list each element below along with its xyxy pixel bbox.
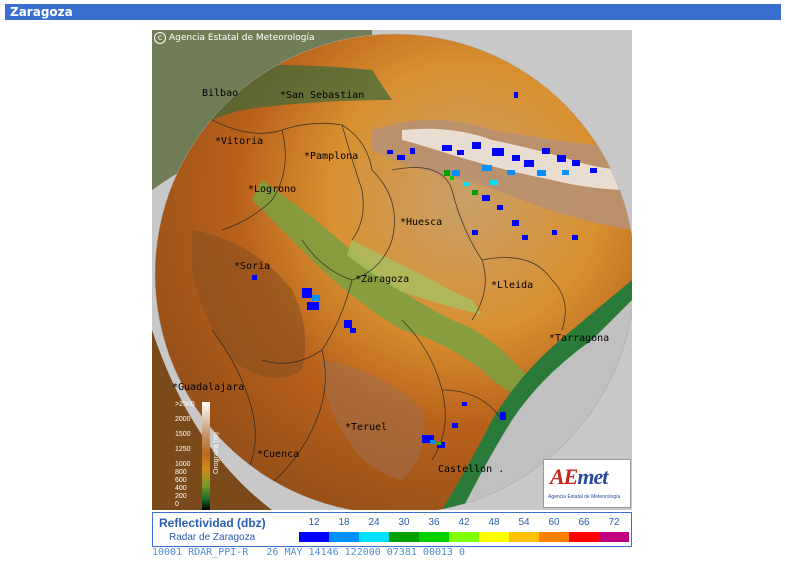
legend-level-label: 42 (458, 517, 470, 528)
city-label-guadalajara: *Guadalajara (172, 382, 245, 393)
reflectivity-legend: Reflectividad (dbz) Radar de Zaragoza 12… (152, 512, 632, 547)
legend-level-label: 30 (398, 517, 410, 528)
logo-subtitle: Agencia Estatal de Meteorología (548, 494, 621, 500)
radar-map: c Agencia Estatal de Meteorología Bilbao… (152, 30, 632, 510)
legend-level-label: 66 (578, 517, 590, 528)
city-label-san-sebastian: *San Sebastian (280, 90, 365, 101)
page-title: Zaragoza (10, 5, 73, 19)
orography-tick: 1500 (175, 431, 191, 438)
legend-title: Reflectividad (dbz) (159, 516, 266, 530)
legend-swatch (479, 532, 509, 542)
city-label-bilbao: Bilbao (202, 88, 239, 99)
orography-tick: 1250 (175, 446, 191, 453)
copyright-icon: c (154, 32, 166, 44)
radar-echoes (252, 92, 597, 448)
legend-level-label: 12 (308, 517, 320, 528)
legend-level-label: 18 (338, 517, 350, 528)
logo-wordmark: AEmet (550, 464, 608, 489)
city-label-pamplona: *Pamplona (304, 151, 359, 162)
map-graphic (152, 30, 632, 510)
legend-swatch (509, 532, 539, 542)
copyright-text: Agencia Estatal de Meteorología (169, 33, 315, 43)
legend-swatch (539, 532, 569, 542)
city-label-logrono: *Logrono (248, 184, 297, 195)
legend-swatch (329, 532, 359, 542)
orography-tick: 600 (175, 477, 187, 484)
legend-level-label: 36 (428, 517, 440, 528)
legend-level-label: 60 (548, 517, 560, 528)
legend-swatch (299, 532, 329, 542)
copyright-notice: c Agencia Estatal de Meteorología (154, 32, 315, 44)
title-bar: Zaragoza (5, 4, 781, 20)
legend-swatch (359, 532, 389, 542)
city-label-soria: *Soria (234, 261, 271, 272)
legend-swatch (599, 532, 629, 542)
legend-level-label: 24 (368, 517, 380, 528)
orography-tick: 200 (175, 493, 187, 500)
orography-tick: 1000 (175, 461, 191, 468)
legend-swatch (569, 532, 599, 542)
orography-unit: Orografía (m) (213, 432, 220, 475)
orography-tick: 800 (175, 469, 187, 476)
city-label-zaragoza: *Zaragoza (355, 274, 410, 285)
legend-level-label: 54 (518, 517, 530, 528)
orography-tick: 400 (175, 485, 187, 492)
orography-colorbar (202, 402, 210, 510)
city-label-vitoria: *Vitoria (215, 136, 264, 147)
city-label-cuenca: *Cuenca (257, 449, 300, 460)
orography-tick: >2500 (175, 401, 195, 408)
legend-scale: 12 18 24 30 36 42 48 54 60 66 72 (299, 517, 629, 543)
city-label-teruel: *Teruel (345, 422, 388, 433)
legend-swatch (419, 532, 449, 542)
city-label-huesca: *Huesca (400, 217, 443, 228)
aemet-logo: AEmet Agencia Estatal de Meteorología (543, 459, 631, 508)
province-borders (211, 119, 566, 491)
status-line: 10001 RDAR_PPI-R 26 MAY 14146 122000 073… (152, 547, 632, 559)
orography-tick: 0 (175, 501, 179, 508)
city-label-tarragona: *Tarragona (549, 333, 610, 344)
legend-swatch (389, 532, 419, 542)
city-label-lleida: *Lleida (491, 280, 534, 291)
legend-swatch (449, 532, 479, 542)
city-label-castellon: Castellon . (438, 464, 505, 475)
orography-scale: >2500 2000 1500 1250 1000 800 600 400 20… (175, 401, 225, 510)
orography-tick: 2000 (175, 416, 191, 423)
legend-level-label: 48 (488, 517, 500, 528)
legend-level-label: 72 (608, 517, 620, 528)
legend-subtitle: Radar de Zaragoza (169, 532, 256, 543)
